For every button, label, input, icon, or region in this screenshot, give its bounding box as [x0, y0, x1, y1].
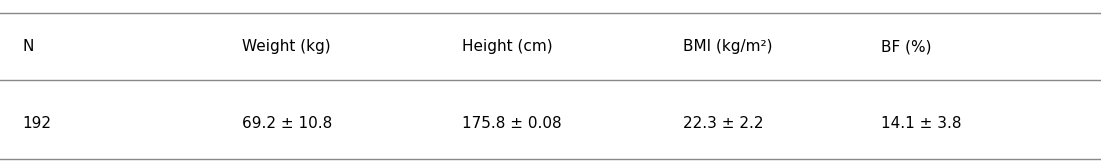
Text: BF (%): BF (%): [881, 39, 931, 54]
Text: N: N: [22, 39, 33, 54]
Text: Height (cm): Height (cm): [462, 39, 553, 54]
Text: 69.2 ± 10.8: 69.2 ± 10.8: [242, 116, 333, 131]
Text: Weight (kg): Weight (kg): [242, 39, 330, 54]
Text: 192: 192: [22, 116, 51, 131]
Text: 22.3 ± 2.2: 22.3 ± 2.2: [683, 116, 763, 131]
Text: 175.8 ± 0.08: 175.8 ± 0.08: [462, 116, 562, 131]
Text: BMI (kg/m²): BMI (kg/m²): [683, 39, 772, 54]
Text: 14.1 ± 3.8: 14.1 ± 3.8: [881, 116, 961, 131]
